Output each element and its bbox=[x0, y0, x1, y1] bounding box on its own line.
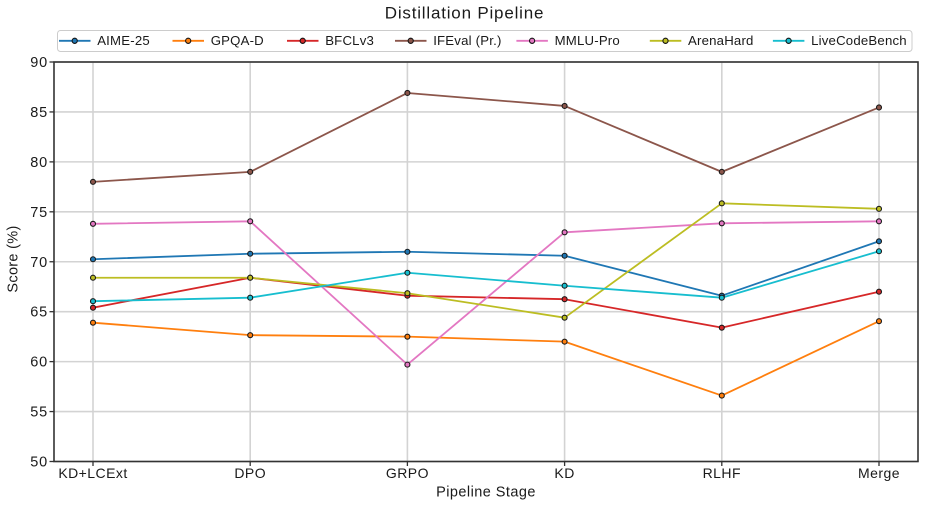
svg-text:85: 85 bbox=[30, 105, 48, 121]
svg-text:DPO: DPO bbox=[234, 465, 266, 481]
svg-text:Distillation Pipeline: Distillation Pipeline bbox=[385, 4, 544, 23]
svg-text:GRPO: GRPO bbox=[386, 465, 429, 481]
svg-text:MMLU-Pro: MMLU-Pro bbox=[555, 33, 620, 48]
svg-text:LiveCodeBench: LiveCodeBench bbox=[811, 33, 907, 48]
svg-text:KD: KD bbox=[554, 465, 574, 481]
svg-text:50: 50 bbox=[30, 455, 48, 471]
svg-text:55: 55 bbox=[30, 405, 48, 421]
svg-text:IFEval (Pr.): IFEval (Pr.) bbox=[433, 33, 501, 48]
svg-text:Score (%): Score (%) bbox=[6, 225, 22, 292]
svg-text:AIME-25: AIME-25 bbox=[97, 33, 150, 48]
svg-text:60: 60 bbox=[30, 355, 48, 371]
svg-text:RLHF: RLHF bbox=[703, 465, 741, 481]
svg-text:65: 65 bbox=[30, 305, 48, 321]
svg-text:KD+LCExt: KD+LCExt bbox=[58, 465, 127, 481]
svg-text:75: 75 bbox=[30, 205, 48, 221]
svg-text:GPQA-D: GPQA-D bbox=[211, 33, 264, 48]
svg-text:80: 80 bbox=[30, 155, 48, 171]
svg-text:Pipeline Stage: Pipeline Stage bbox=[436, 485, 536, 501]
svg-text:70: 70 bbox=[30, 255, 48, 271]
svg-text:BFCLv3: BFCLv3 bbox=[325, 33, 374, 48]
svg-text:90: 90 bbox=[30, 55, 48, 71]
svg-text:ArenaHard: ArenaHard bbox=[688, 33, 754, 48]
svg-text:Merge: Merge bbox=[858, 465, 900, 481]
